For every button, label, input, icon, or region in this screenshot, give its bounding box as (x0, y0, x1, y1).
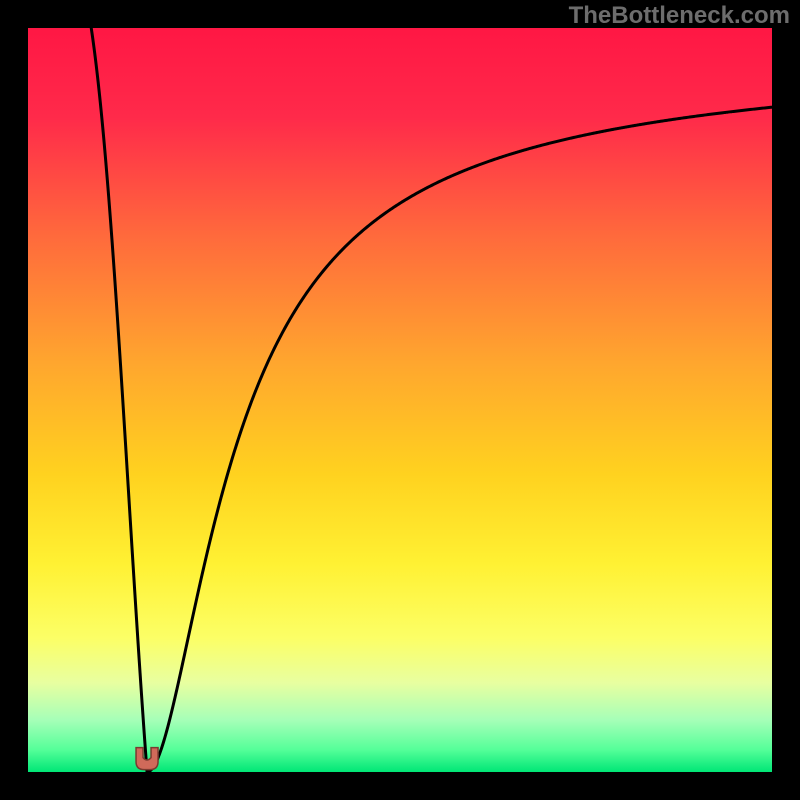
watermark-text: TheBottleneck.com (569, 2, 790, 30)
chart-canvas: TheBottleneck.com (0, 0, 800, 800)
plot-svg (28, 28, 772, 772)
plot-frame (28, 28, 772, 772)
